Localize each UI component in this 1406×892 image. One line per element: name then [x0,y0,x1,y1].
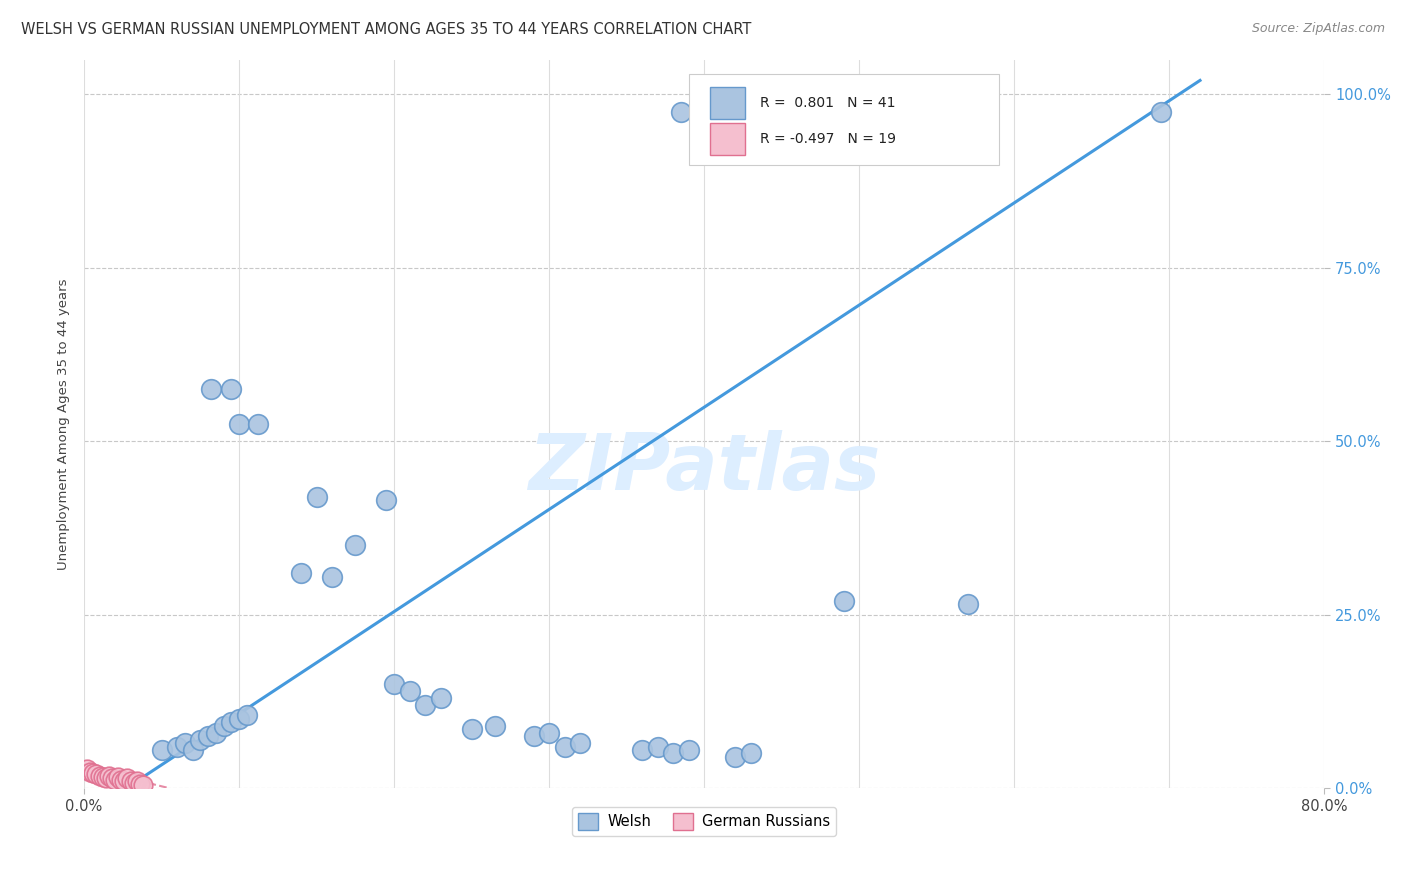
Point [221,382,243,396]
Point [429,690,451,705]
Legend: Welsh, German Russians: Welsh, German Russians [572,807,837,836]
Y-axis label: Unemployment Among Ages 35 to 44 years: Unemployment Among Ages 35 to 44 years [58,278,70,570]
Point [460,722,482,736]
Point [228,417,250,431]
Point [290,566,312,580]
Text: WELSH VS GERMAN RUSSIAN UNEMPLOYMENT AMONG AGES 35 TO 44 YEARS CORRELATION CHART: WELSH VS GERMAN RUSSIAN UNEMPLOYMENT AMO… [21,22,751,37]
Text: R =  0.801   N = 41: R = 0.801 N = 41 [759,96,896,110]
Point [89,769,111,783]
Point [91,770,114,784]
Point [212,719,235,733]
Point [484,719,506,733]
Point [669,104,692,119]
Point [382,677,405,691]
FancyBboxPatch shape [689,74,1000,165]
Point [678,743,700,757]
Point [101,772,124,786]
Point [122,775,145,789]
Point [956,597,979,611]
Point [104,772,127,787]
Text: R = -0.497   N = 19: R = -0.497 N = 19 [759,132,896,146]
Point [693,108,716,122]
Point [79,764,101,779]
FancyBboxPatch shape [710,87,745,120]
Point [86,767,108,781]
Point [631,743,654,757]
Point [740,747,762,761]
Point [200,382,222,396]
Point [125,774,148,789]
Point [112,774,135,789]
Point [197,729,219,743]
Point [181,743,204,757]
Point [246,417,269,431]
Point [120,774,142,789]
Point [344,538,367,552]
Point [107,770,129,784]
Point [647,739,669,754]
Point [117,772,139,786]
FancyBboxPatch shape [710,122,745,155]
Point [128,777,150,791]
Point [97,769,120,783]
Point [413,698,436,712]
Point [173,736,195,750]
Point [76,762,98,776]
Point [94,772,117,786]
Point [662,747,685,761]
Point [166,739,188,754]
Point [522,729,544,743]
Point [82,765,104,780]
Point [188,732,211,747]
Point [236,708,259,723]
Text: Source: ZipAtlas.com: Source: ZipAtlas.com [1251,22,1385,36]
Point [1150,104,1173,119]
Point [150,743,173,757]
Point [110,772,132,787]
Point [398,684,420,698]
Point [832,594,855,608]
Point [221,715,243,730]
Point [321,569,343,583]
Point [305,490,328,504]
Point [554,739,576,754]
Point [724,750,747,764]
Point [569,736,592,750]
Point [204,725,226,739]
Point [228,712,250,726]
Point [375,493,398,508]
Point [538,725,561,739]
Point [132,778,155,792]
Text: ZIPatlas: ZIPatlas [527,430,880,506]
